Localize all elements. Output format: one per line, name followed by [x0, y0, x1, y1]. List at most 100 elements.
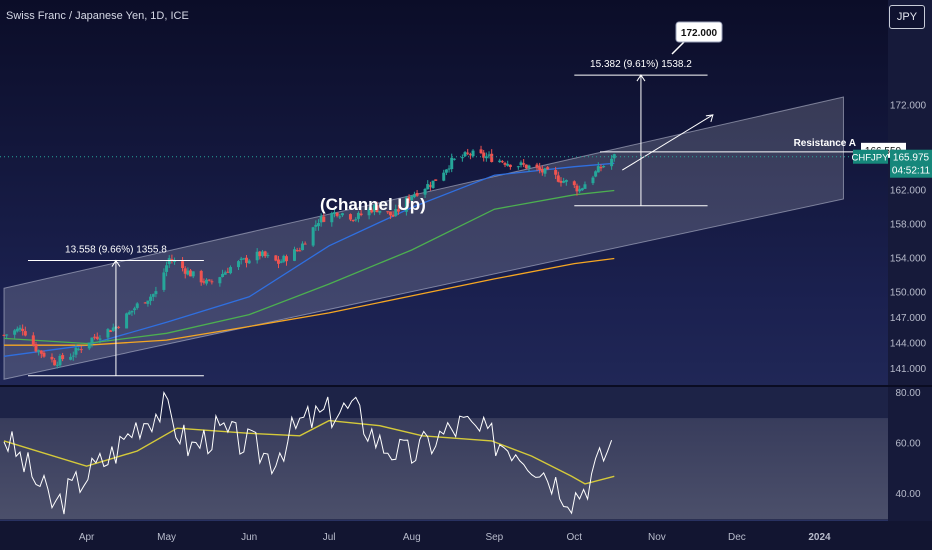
price-axis-tick: 147.000 — [890, 313, 927, 324]
candle-body — [71, 355, 75, 357]
candlestick — [295, 247, 299, 252]
candlestick — [39, 350, 43, 359]
candle-body — [434, 179, 438, 181]
candlestick — [95, 332, 99, 341]
candlestick — [276, 255, 280, 269]
candlestick — [21, 324, 25, 336]
candle-body — [322, 216, 326, 222]
candlestick — [426, 180, 430, 190]
candle-body — [239, 258, 243, 260]
price-axis-tick: 141.000 — [890, 364, 927, 375]
candlestick — [468, 152, 472, 160]
candlestick — [484, 152, 488, 162]
candle-body — [226, 271, 230, 273]
candle-body — [127, 312, 131, 315]
price-axis-tick: 162.000 — [890, 186, 927, 197]
candle-body — [359, 213, 363, 216]
candle-body — [300, 243, 304, 251]
candle-body — [516, 166, 520, 168]
candlestick — [69, 353, 73, 361]
candle-body — [335, 212, 339, 216]
candlestick — [37, 349, 41, 356]
candlestick — [183, 266, 187, 279]
candle-body — [21, 328, 25, 331]
candle-body — [42, 352, 46, 357]
candle-body — [543, 168, 547, 174]
candle-body — [463, 152, 467, 157]
candle-body — [444, 169, 448, 173]
candle-body — [133, 308, 137, 311]
candlestick — [79, 345, 83, 354]
candle-body — [415, 192, 419, 196]
candlestick — [508, 164, 512, 170]
candle-body — [314, 224, 318, 227]
candle-body — [276, 259, 280, 264]
candlestick — [447, 165, 451, 173]
candle-body — [189, 270, 193, 277]
candlestick — [442, 169, 446, 182]
candlestick — [322, 213, 326, 223]
candle-body — [261, 251, 265, 256]
candle-body — [428, 185, 432, 187]
rsi-axis-tick: 80.00 — [895, 388, 920, 399]
candlestick — [263, 250, 267, 259]
candlestick — [90, 337, 94, 348]
candlestick — [154, 286, 158, 298]
candlestick — [554, 166, 558, 180]
candle-body — [106, 329, 110, 338]
candlestick — [460, 154, 464, 162]
candlestick — [127, 310, 131, 315]
rsi-axis-tick: 40.00 — [895, 489, 920, 500]
candle-body — [18, 327, 22, 330]
time-axis-tick: May — [157, 532, 176, 543]
candlestick — [34, 341, 38, 353]
candle-body — [356, 212, 360, 219]
candle-body — [490, 153, 494, 162]
currency-button[interactable]: JPY — [889, 5, 925, 29]
candlestick — [74, 344, 78, 358]
candle-body — [370, 209, 374, 213]
candle-body — [348, 214, 352, 220]
candle-body — [258, 251, 262, 257]
candlestick — [298, 247, 302, 252]
candlestick — [42, 350, 46, 358]
candle-body — [183, 268, 187, 274]
candle-body — [15, 328, 19, 332]
candlestick — [303, 241, 307, 245]
candlestick — [282, 254, 286, 263]
candlestick — [162, 268, 166, 292]
candle-body — [602, 165, 606, 168]
candlestick — [410, 195, 414, 203]
candlestick — [93, 333, 97, 340]
candlestick — [221, 269, 225, 278]
candle-body — [298, 250, 302, 252]
candle-body — [506, 163, 510, 166]
candlestick — [319, 213, 323, 227]
candlestick — [394, 204, 398, 217]
candlestick — [370, 207, 374, 214]
candlestick — [583, 181, 587, 189]
price-axis-tick: 172.000 — [890, 101, 927, 112]
candle-body — [279, 261, 283, 263]
candle-body — [556, 175, 560, 182]
candlestick — [61, 352, 65, 362]
resistance-label: Resistance A — [794, 138, 856, 149]
measure-label-2: 15.382 (9.61%) 1538.2 — [590, 59, 692, 70]
candlestick — [599, 164, 603, 172]
candle-body — [245, 257, 249, 263]
candlestick — [50, 353, 54, 363]
candlestick — [191, 271, 195, 279]
candle-body — [242, 258, 246, 260]
candlestick — [181, 257, 185, 272]
candle-body — [535, 164, 539, 168]
candlestick — [556, 171, 560, 183]
candlestick — [13, 329, 17, 339]
candlestick — [239, 256, 243, 265]
candlestick — [125, 312, 129, 329]
candle-body — [202, 281, 206, 283]
candle-body — [55, 364, 59, 366]
candlestick — [130, 310, 134, 316]
candlestick — [167, 255, 171, 268]
candle-body — [130, 310, 134, 313]
